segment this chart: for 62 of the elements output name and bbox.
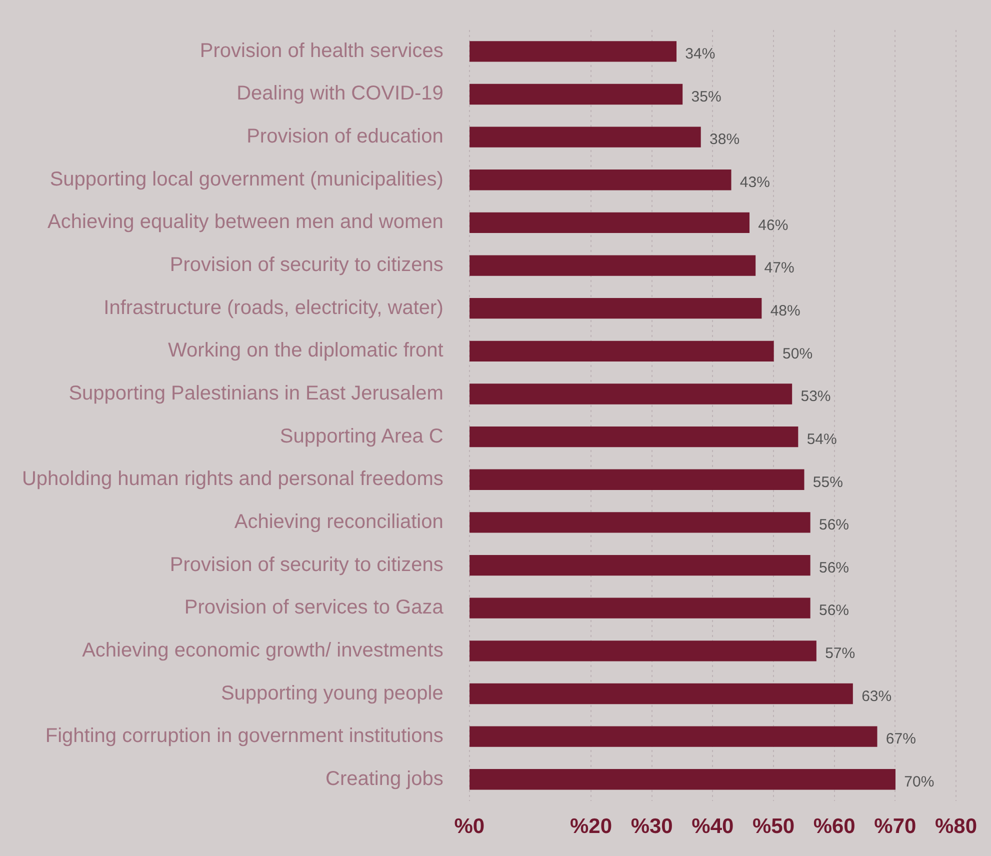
y-tick-label: Dealing with COVID-19 — [236, 82, 444, 105]
y-tick-label: Upholding human rights and personal freedoms — [22, 468, 444, 490]
data-label: 56% — [819, 559, 850, 576]
data-label: 63% — [862, 688, 892, 705]
bar — [470, 212, 750, 234]
data-label: 54% — [806, 430, 837, 448]
y-tick-label: Achieving reconciliation — [234, 510, 444, 533]
bar — [470, 512, 810, 533]
bar — [470, 640, 816, 662]
bar — [470, 554, 810, 576]
data-label: 67% — [886, 730, 916, 748]
data-label: 53% — [800, 388, 831, 406]
x-tick-label: %0 — [454, 815, 485, 838]
y-tick-label: Working on the diplomatic front — [168, 340, 444, 362]
x-tick-label: %50 — [752, 815, 795, 838]
y-tick-label: Creating jobs — [326, 768, 444, 790]
y-tick-label: Provision of security to citizens — [170, 554, 444, 576]
data-label: 56% — [819, 516, 850, 534]
bar — [470, 769, 896, 790]
bar — [470, 426, 798, 448]
y-tick-label: Provision of health services — [200, 40, 444, 62]
bar — [470, 384, 792, 404]
y-tick-label: Provision of education — [246, 126, 444, 148]
x-tick-label: %30 — [630, 815, 673, 838]
x-tick-label: %70 — [874, 815, 916, 838]
bar — [470, 170, 732, 190]
data-label: 47% — [764, 260, 794, 277]
x-tick-label: %80 — [934, 815, 977, 838]
y-tick-label: Infrastructure (roads, electricity, water) — [104, 296, 444, 319]
data-label: 34% — [685, 46, 716, 63]
data-label: 55% — [812, 474, 843, 491]
y-tick-label: Supporting Area C — [280, 425, 444, 448]
bar — [470, 469, 804, 490]
bar — [470, 126, 701, 148]
y-tick-label: Supporting Palestinians in East Jerusalem — [68, 382, 444, 405]
data-label: 35% — [691, 88, 722, 106]
y-tick-label: Supporting young people — [220, 682, 444, 704]
y-tick-label: Provision of services to Gaza — [184, 596, 444, 619]
data-label: 50% — [782, 345, 813, 362]
y-tick-label: Provision of security to citizens — [170, 254, 444, 276]
bar — [470, 340, 774, 362]
bar — [470, 84, 683, 105]
data-label: 38% — [710, 131, 740, 148]
data-label: 43% — [740, 174, 770, 192]
bar — [470, 255, 756, 276]
data-label: 70% — [904, 774, 934, 791]
y-tick-label: Achieving economic growth/ investments — [82, 639, 444, 662]
data-label: 56% — [819, 602, 850, 620]
bar — [470, 41, 677, 62]
x-tick-label: %40 — [692, 815, 734, 838]
x-tick-label: %60 — [813, 815, 856, 838]
data-label: 46% — [758, 216, 788, 234]
bar — [470, 598, 810, 618]
bar — [470, 683, 853, 704]
data-label: 48% — [770, 302, 800, 320]
bar — [470, 298, 762, 319]
bar — [470, 726, 878, 747]
x-tick-label: %20 — [570, 815, 612, 838]
y-tick-label: Supporting local government (municipalities) — [50, 168, 444, 190]
y-tick-label: Achieving equality between men and women — [48, 211, 444, 234]
y-tick-label: Fighting corruption in government institutions — [45, 725, 444, 748]
data-label: 57% — [825, 645, 856, 662]
